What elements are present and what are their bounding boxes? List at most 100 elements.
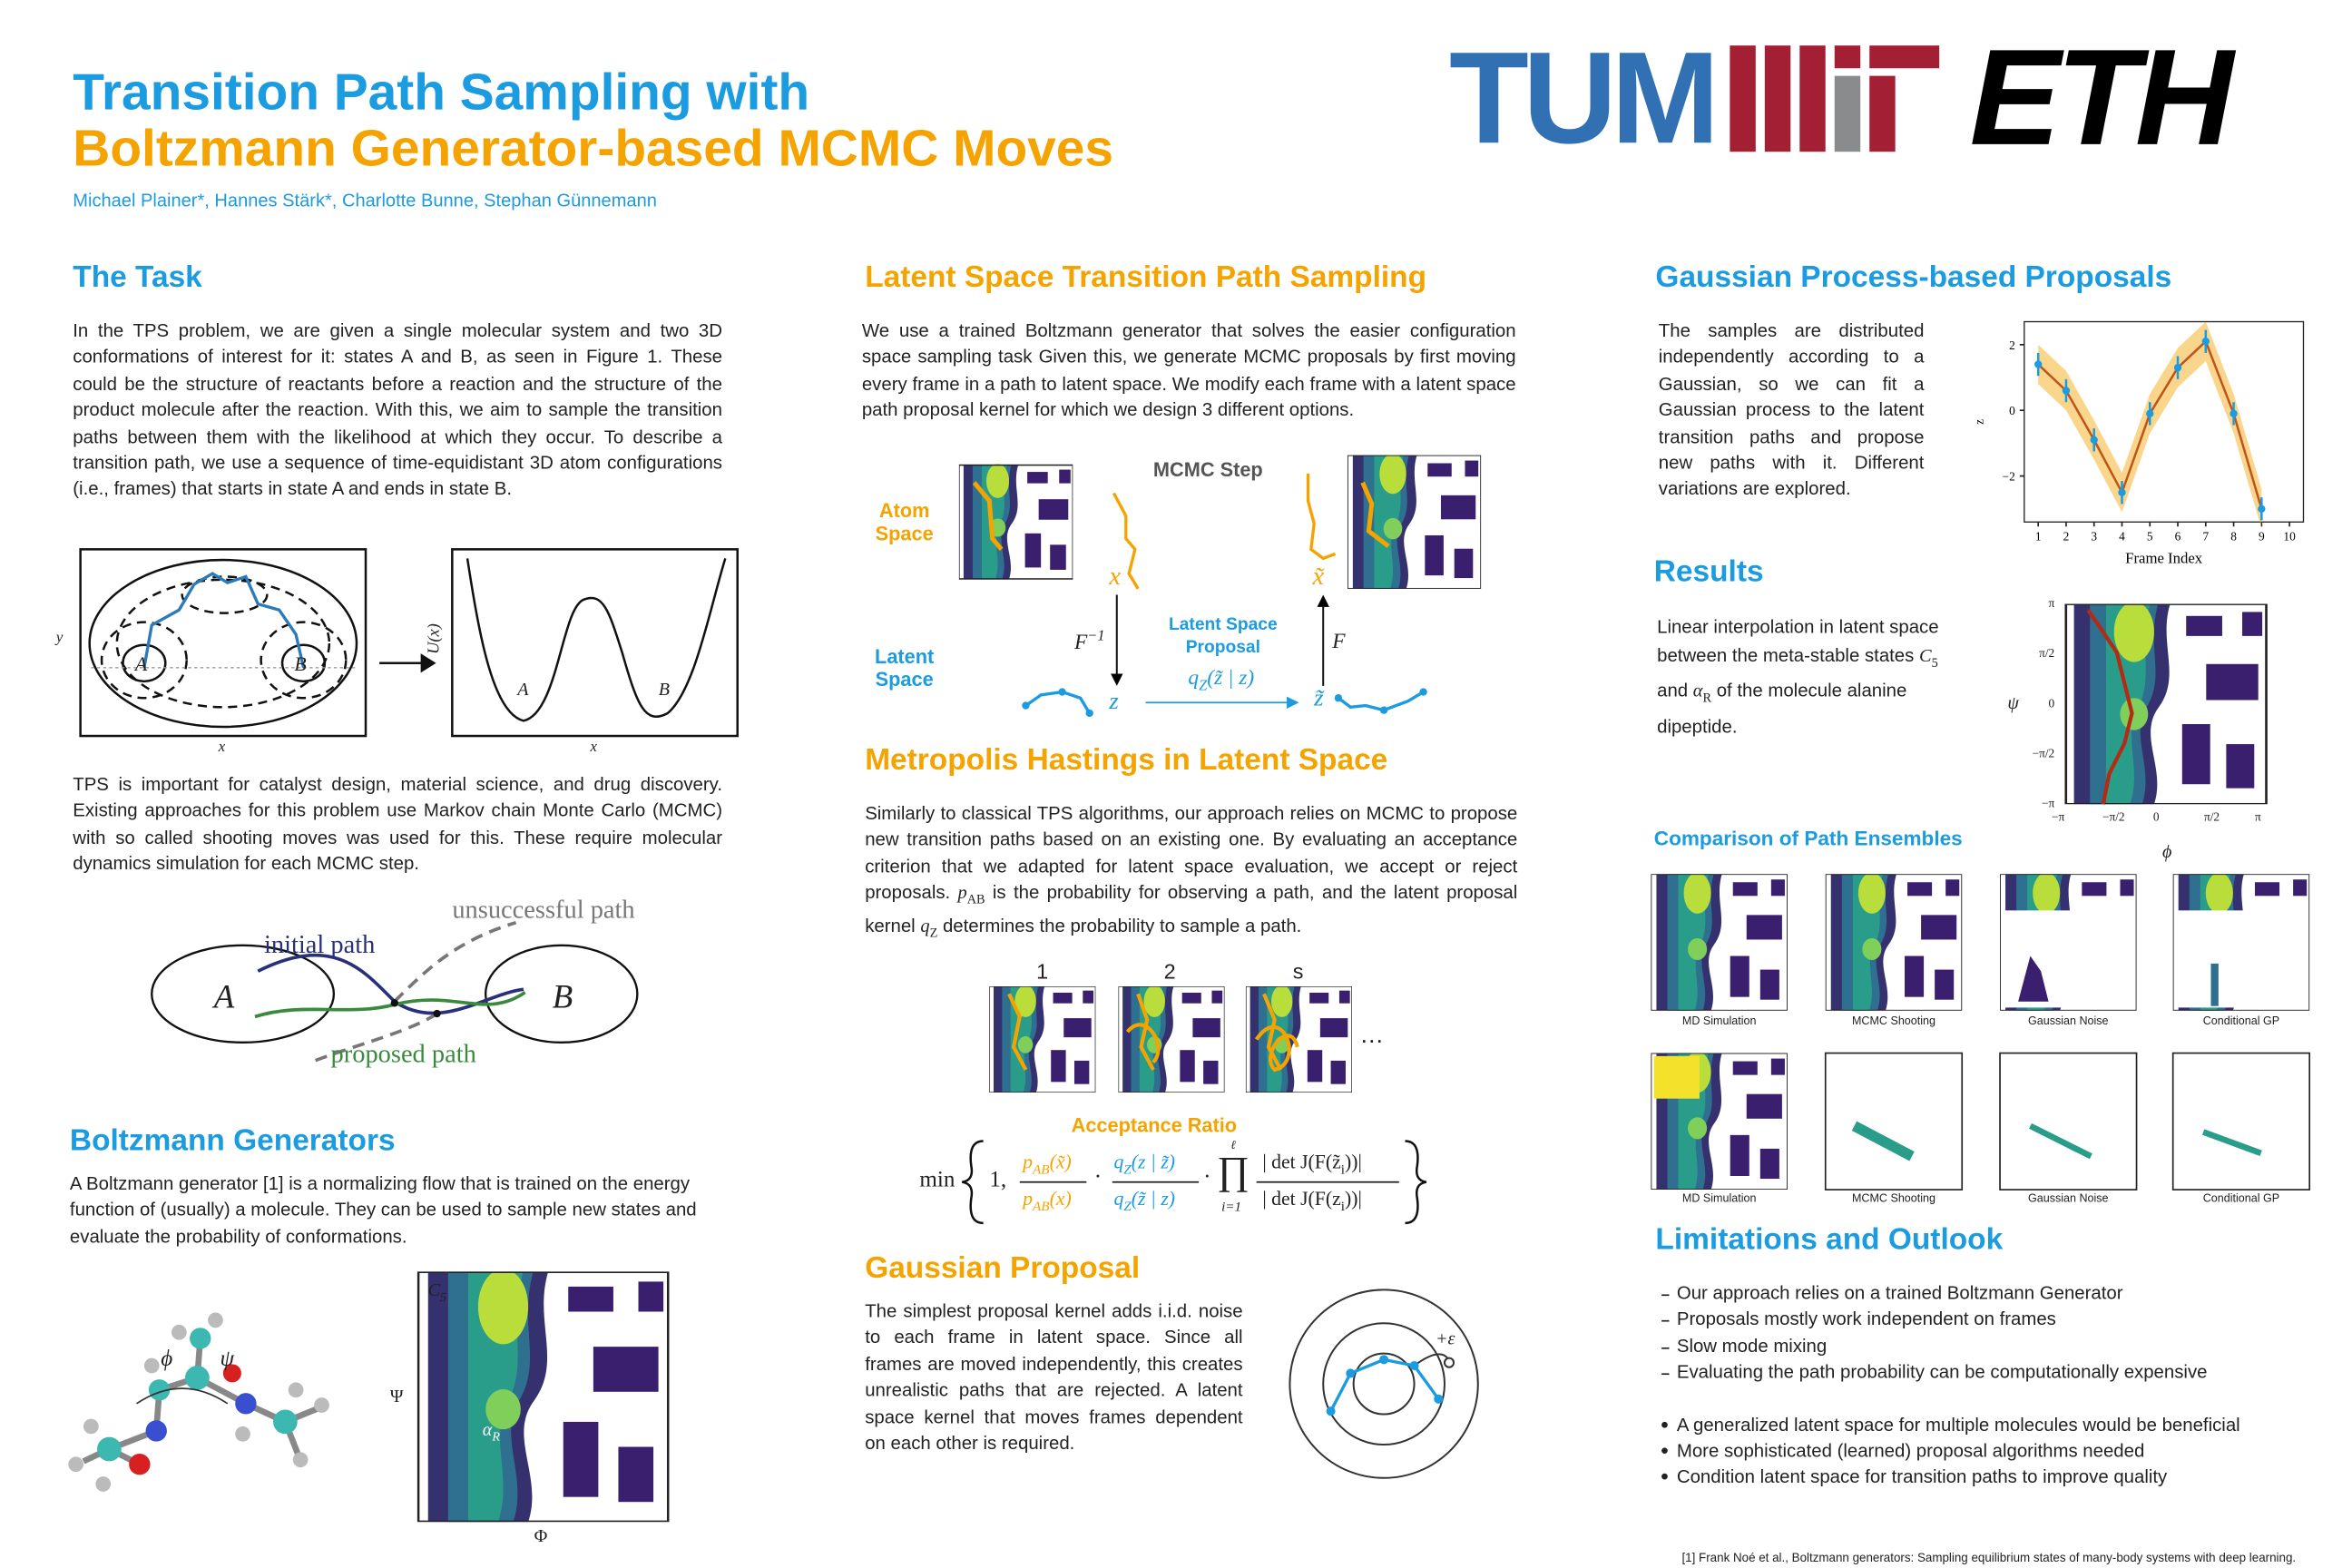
heading: Gaussian Process-based Proposals [1655,260,2172,295]
label: x [590,739,597,756]
formula: i=1 [1221,1199,1242,1214]
point [2201,338,2210,346]
caption: Conditional GP [2202,1014,2280,1028]
x-tick-label: 0 [2152,809,2160,825]
authors: Michael Plainer*, Hannes Stärk*, Charlot… [73,190,657,211]
label: 2 [1163,958,1176,984]
formula: · [1093,1165,1102,1191]
formula: 1, [989,1168,1007,1193]
y-tick-label: −π/2 [2032,746,2055,760]
x-tick-label: 2 [2063,529,2070,543]
label: … [1359,1023,1385,1049]
point [2258,505,2266,513]
x-tick-label: π [2254,809,2261,825]
point [2146,409,2154,418]
list-item: Slow mode mixing [1659,1334,2327,1360]
label: initial path [263,930,376,959]
label: qZ(z̃ | z) [1188,667,1255,695]
ramachandran-plot [416,1271,670,1523]
y-tick-label: 0 [2048,696,2055,710]
label: U(x) [425,623,444,654]
heading: The Task [73,260,202,295]
heading: Latent Space Transition Path Sampling [865,260,1427,295]
label: ϕ [161,1347,173,1372]
axis-label: ψ [2007,691,2019,713]
label: MCMC Step [1152,458,1263,482]
label: αR [482,1418,500,1444]
heading: Gaussian Proposal [865,1251,1141,1286]
x-tick-label: 6 [2175,529,2181,543]
eth-logo: ETH [1969,23,2234,175]
footnote: [1] Frank Noé et al., Boltzmann generato… [1681,1551,2297,1565]
label: Acceptance Ratio [1071,1113,1238,1137]
label: B [658,678,671,700]
label: ψ [220,1347,235,1372]
axis-label: Φ [534,1524,548,1547]
label: Latent Space [875,644,935,691]
label: z̃ [1314,685,1324,712]
label: B [552,976,573,1015]
label: x [1109,561,1122,591]
axis-label: ϕ [2161,840,2172,862]
paragraph: In the TPS problem, we are given a singl… [73,319,722,500]
x-tick-label: 4 [2119,529,2125,543]
paragraph: The samples are distributed independentl… [1658,319,1925,500]
list: Our approach relies on a trained Boltzma… [1659,1280,2327,1491]
paragraph: Linear interpolation in latent space bet… [1657,615,1939,738]
x-tick-label: 1 [2035,529,2042,543]
formula: qZ(z̃ | z) [1113,1186,1176,1214]
x-tick-label: 10 [2283,529,2296,543]
point [2090,436,2098,444]
mcmc-steps [989,985,1352,1093]
y-tick-label: 2 [2009,338,2015,352]
formula: ℓ [1230,1138,1236,1152]
formula: pAB(x̃) [1023,1150,1072,1177]
title: Boltzmann Generator-based MCMC Moves [73,120,1114,178]
formula-braces [961,1140,1427,1225]
heading: Metropolis Hastings in Latent Space [865,743,1388,778]
label: A [213,976,235,1015]
path-diagram [151,920,639,1064]
x-tick-label: −π/2 [2102,809,2125,825]
formula: ∏ [1217,1148,1250,1193]
list-item: Our approach relies on a trained Boltzma… [1659,1280,2327,1307]
formula: pAB(x) [1023,1186,1072,1214]
y-tick-label: −π [2041,796,2055,810]
latent-figure [958,455,1482,718]
y-tick-label: −2 [2003,470,2015,484]
label: A [134,652,148,676]
paragraph: The simplest proposal kernel adds i.i.d.… [865,1300,1243,1455]
x-axis-label: Frame Index [2125,549,2203,566]
list-item: Proposals mostly work independent on fra… [1659,1307,2327,1333]
list-item: A generalized latent space for multiple … [1659,1412,2327,1438]
label: y [55,629,64,647]
y-tick-label: π/2 [2039,646,2055,661]
title: Transition Path Sampling with [73,64,810,122]
x-tick-label: 7 [2202,529,2209,543]
list-item: Evaluating the path probability can be c… [1659,1360,2327,1387]
label: F−1 [1073,628,1105,655]
caption: Conditional GP [2202,1191,2280,1205]
label: 1 [1036,958,1049,984]
caption: Gaussian Noise [2028,1014,2109,1028]
label: Atom Space [875,499,934,545]
plot-frame [2024,320,2305,523]
label: s [1292,958,1304,984]
label: B [294,652,307,676]
caption: Gaussian Noise [2028,1191,2109,1205]
x-tick-label: 9 [2259,529,2265,543]
heading: Limitations and Outlook [1655,1222,2004,1257]
x-tick-label: 5 [2147,529,2153,543]
x-tick-label: π/2 [2203,809,2220,825]
formula: | det J(F(zi))| [1262,1186,1362,1214]
heading: Results [1653,555,1764,589]
label: z [1109,689,1119,715]
label: C5 [427,1279,446,1305]
label: proposed path [330,1039,476,1069]
y-axis-label: z [1973,419,1986,425]
point [2034,360,2043,368]
label: F [1332,631,1346,654]
label: +ε [1435,1328,1455,1349]
list-item: More sophisticated (learned) proposal al… [1659,1438,2327,1465]
